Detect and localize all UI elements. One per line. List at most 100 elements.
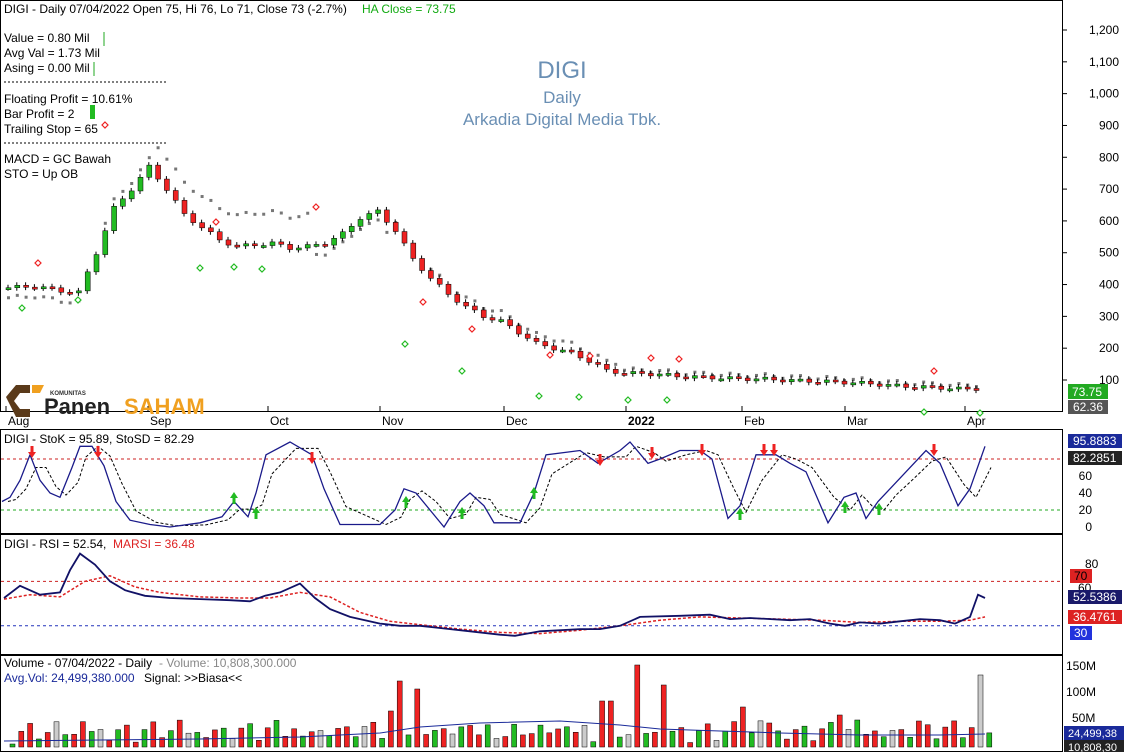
- buy-diamond: [624, 396, 632, 404]
- candle-body: [806, 378, 813, 383]
- panensaham-logo: KOMUNITAS Panen SAHAM: [6, 385, 205, 419]
- psar-dot: [279, 211, 283, 215]
- volume-bar: [537, 724, 544, 748]
- psar-dot: [174, 167, 178, 171]
- rsi-panel[interactable]: [0, 534, 1063, 655]
- volume-bar: [731, 721, 737, 748]
- psar-dot: [297, 215, 301, 219]
- avg-vol-axis: 24,499,38: [1068, 728, 1117, 740]
- candle-body: [947, 388, 953, 392]
- psar-dot: [464, 295, 468, 299]
- volume-bar: [238, 727, 245, 748]
- candle-body: [621, 373, 628, 376]
- volume-bar: [335, 728, 341, 748]
- candle-body: [524, 333, 531, 339]
- candle-body: [463, 302, 469, 307]
- rsi-label: DIGI - RSI = 52.54,: [4, 537, 106, 551]
- volume-bar: [458, 726, 465, 748]
- candle-body: [454, 294, 461, 303]
- volume-bar: [159, 737, 165, 748]
- volume-bar: [722, 730, 729, 748]
- psar-dot: [535, 330, 538, 334]
- candle-body: [683, 376, 689, 380]
- month-label: Nov: [382, 414, 403, 428]
- vol-axis: 10,808,30: [1068, 742, 1117, 752]
- vol-badge: [1064, 740, 1124, 752]
- candle-body: [736, 376, 742, 379]
- volume-bar: [405, 734, 412, 748]
- marsi-value: 36.4761: [1073, 610, 1117, 624]
- price-tick-label: 600: [1099, 214, 1119, 228]
- psar-dot: [271, 209, 274, 213]
- psar-dot: [887, 379, 890, 383]
- volume-bar: [916, 720, 922, 748]
- candle-body: [744, 377, 751, 381]
- psar-dot: [957, 382, 961, 386]
- price-tick-label: 200: [1099, 341, 1119, 355]
- volume-bar: [528, 733, 535, 748]
- candle-body: [102, 230, 109, 255]
- psar-dot: [24, 295, 28, 299]
- candle-body: [14, 285, 21, 288]
- stoch-sell-arrow: [28, 446, 36, 458]
- candle-body: [23, 285, 29, 288]
- volume-bar: [176, 719, 183, 748]
- candle-body: [146, 164, 153, 178]
- volume-bar: [484, 724, 491, 748]
- marsi-label: MARSI = 36.48: [113, 537, 195, 551]
- candle-body: [753, 378, 760, 382]
- candle-body: [436, 278, 443, 285]
- buy-diamond: [976, 409, 984, 417]
- psar-dot: [253, 212, 257, 216]
- psar-dot: [763, 372, 767, 376]
- month-axis: Aug Sep Oct Nov Dec 2022 Feb Mar Apr: [5, 406, 986, 428]
- candle-body: [929, 385, 936, 388]
- psar-dot: [438, 273, 442, 277]
- psar-dot: [183, 180, 186, 184]
- volume-bar: [229, 738, 236, 748]
- candle-body: [507, 319, 513, 327]
- sell-diamond: [647, 354, 655, 362]
- stoch-panel[interactable]: [0, 429, 1063, 534]
- volume-bar: [713, 740, 720, 748]
- volume-bar: [616, 736, 623, 748]
- psar-dot: [693, 370, 697, 374]
- psar-dot: [306, 211, 310, 215]
- volume-bar: [660, 684, 667, 748]
- svg-text:SAHAM: SAHAM: [124, 394, 205, 419]
- psar-dot: [227, 212, 230, 216]
- candle-body: [542, 341, 549, 347]
- psar-dot: [385, 230, 389, 234]
- psar-dot: [596, 353, 600, 357]
- stoch-tick-label: 60: [1079, 469, 1093, 483]
- psar-dot: [860, 376, 864, 380]
- month-label: Feb: [744, 414, 765, 428]
- volume-bar: [344, 726, 350, 748]
- buy-diamond: [458, 367, 466, 375]
- psar-dot: [719, 373, 723, 377]
- stosd-line: [7, 445, 992, 527]
- buy-diamond: [196, 264, 204, 272]
- psar-dot: [922, 380, 926, 384]
- psar-dot: [499, 309, 503, 313]
- psar-dot: [755, 373, 758, 377]
- rsi-lines: [1, 552, 1062, 637]
- marsi-line: [3, 575, 986, 635]
- sell-diamond: [586, 352, 594, 360]
- volume-bar: [27, 723, 33, 748]
- volume-bar: [907, 737, 913, 748]
- volume-bar: [115, 729, 121, 748]
- vol-tick-100m: 100M: [1066, 685, 1096, 699]
- volume-bar: [396, 680, 403, 748]
- stop-label: 62.36: [1073, 400, 1103, 414]
- price-panel[interactable]: [0, 0, 1063, 412]
- volume-bar: [845, 729, 852, 748]
- header-info: DIGI - Daily 07/04/2022 Open 75, Hi 76, …: [4, 2, 347, 16]
- volume-bar: [185, 732, 192, 748]
- psar-dot: [121, 189, 125, 193]
- psar-dot: [244, 210, 248, 214]
- rsi-70-label: 70: [1074, 569, 1088, 583]
- buy-diamond: [920, 408, 928, 416]
- volume-bar: [9, 743, 16, 748]
